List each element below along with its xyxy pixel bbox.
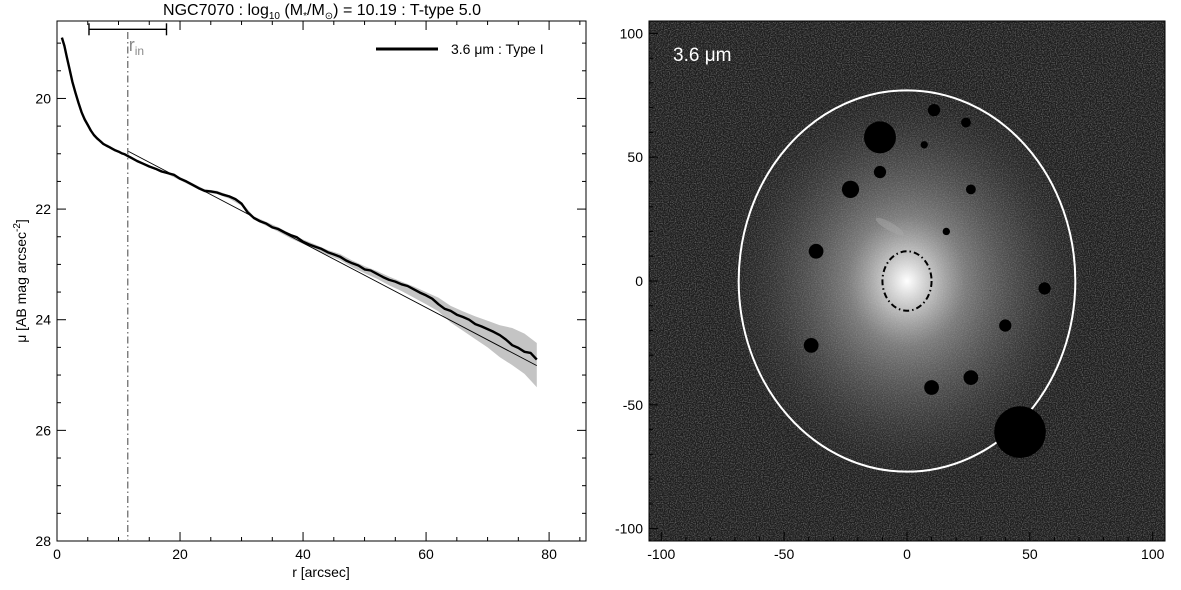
masked-source	[803, 338, 819, 353]
y-tick-label: 0	[635, 273, 643, 289]
galaxy-bar-feature	[875, 217, 904, 236]
y-tick-label: 24	[35, 312, 51, 328]
galaxy-glow	[710, 63, 1104, 499]
r-in-label-sub: in	[135, 44, 144, 58]
x-tick-label: 50	[1022, 546, 1038, 562]
masked-source	[924, 380, 939, 395]
masked-source	[963, 370, 979, 385]
x-tick-label: 100	[1141, 546, 1165, 562]
x-tick-label: 40	[295, 546, 311, 562]
masked-source	[942, 227, 950, 236]
masked-source	[841, 180, 860, 198]
title-mass-sub: *	[303, 11, 307, 22]
title-sun-sub: ⊙	[325, 11, 333, 22]
masked-source	[1038, 282, 1051, 295]
y-tick-label: 26	[35, 422, 51, 438]
y-tick-label: -50	[623, 397, 643, 413]
x-tick-label: 0	[903, 546, 911, 562]
masked-source	[808, 243, 824, 259]
title-log-sub: 10	[269, 11, 281, 22]
inner-ellipse	[881, 250, 933, 312]
profile-series-line	[60, 37, 538, 361]
profile-chart: NGC7070 : log10 (M*/M⊙) = 10.19 : T-type…	[12, 2, 587, 580]
y-label-sup: -2	[12, 223, 23, 232]
x-tick-label: -100	[647, 546, 675, 562]
outer-ellipse	[737, 89, 1077, 473]
title-slash: /M	[307, 2, 325, 19]
y-tick-label: 20	[35, 90, 51, 106]
x-axis-label: r [arcsec]	[292, 564, 350, 580]
x-tick-label: -50	[774, 546, 794, 562]
masked-source	[873, 165, 887, 179]
x-tick-label: 60	[418, 546, 434, 562]
masked-source	[999, 319, 1012, 332]
masked-source	[864, 121, 896, 154]
profile-plot-frame	[56, 20, 587, 542]
title-prefix: NGC7070 : log	[163, 2, 269, 19]
masked-source	[961, 117, 971, 128]
uncertainty-band	[61, 36, 537, 388]
x-tick-label: 20	[172, 546, 188, 562]
y-tick-label: -100	[615, 521, 643, 537]
y-tick-label: 28	[35, 533, 51, 549]
legend: 3.6 μm : Type I	[376, 41, 544, 57]
title-suffix: ) = 10.19 : T-type 5.0	[333, 2, 481, 19]
y-tick-label: 50	[627, 149, 643, 165]
r-in-label: rin	[129, 35, 144, 58]
masked-source	[994, 406, 1046, 458]
title-mid: (M	[280, 2, 303, 19]
y-label-close: ]	[13, 219, 29, 223]
y-label-main: μ [AB mag arcsec	[13, 232, 29, 343]
image-frame	[648, 20, 1166, 542]
legend-entry-label: 3.6 μm : Type I	[451, 41, 544, 57]
chart-title: NGC7070 : log10 (M*/M⊙) = 10.19 : T-type…	[163, 2, 481, 22]
x-tick-label: 80	[541, 546, 557, 562]
x-tick-label: 0	[53, 546, 61, 562]
image-panel: -100 -50 0 50 100 100 50 0 -50 -100 3.6 μm	[615, 20, 1166, 562]
y-tick-label: 22	[35, 201, 51, 217]
r-in-label-main: r	[129, 35, 135, 55]
masked-source	[965, 184, 976, 195]
masked-source	[920, 141, 928, 149]
masked-source	[927, 104, 941, 117]
band-annotation: 3.6 μm	[673, 45, 731, 66]
y-axis-label: μ [AB mag arcsec-2]	[12, 219, 29, 343]
y-tick-label: 100	[620, 25, 644, 41]
